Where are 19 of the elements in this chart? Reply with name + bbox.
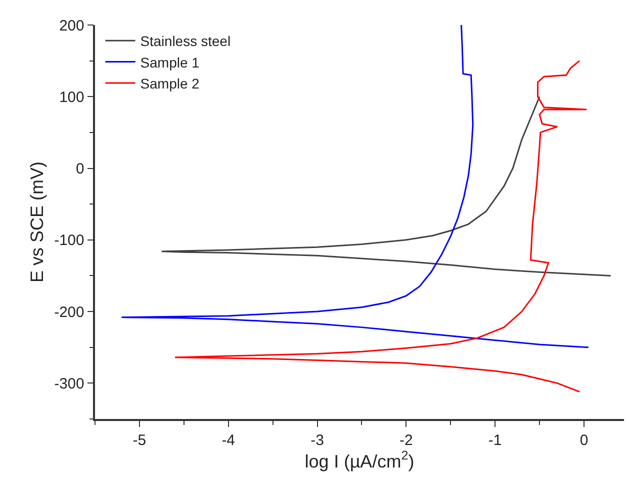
legend-label: Sample 2: [140, 75, 200, 92]
y-axis-title: E vs SCE (mV): [26, 161, 47, 283]
y-tick-label: 200: [59, 17, 84, 34]
x-tick-label: -4: [222, 432, 236, 449]
y-tick-label: 0: [76, 160, 84, 178]
x-axis-title: log I (µA/cm$^{2}$): [304, 448, 414, 472]
legend-label: Stainless steel: [140, 33, 231, 50]
line-series: [160, 96, 612, 276]
x-tick-label: -3: [310, 432, 324, 449]
x-tick-label: -2: [400, 432, 413, 449]
y-tick-label: -300: [54, 375, 84, 392]
y-tick-label: -100: [54, 232, 84, 250]
x-tick-label: -5: [132, 432, 146, 449]
y-tick-label: 100: [59, 88, 84, 106]
y-tick-label: -200: [54, 304, 84, 321]
line-series: [120, 25, 590, 348]
x-tick-label: -1: [488, 432, 502, 449]
x-tick-label: 0: [580, 432, 588, 449]
legend-label: Sample 1: [140, 54, 200, 70]
